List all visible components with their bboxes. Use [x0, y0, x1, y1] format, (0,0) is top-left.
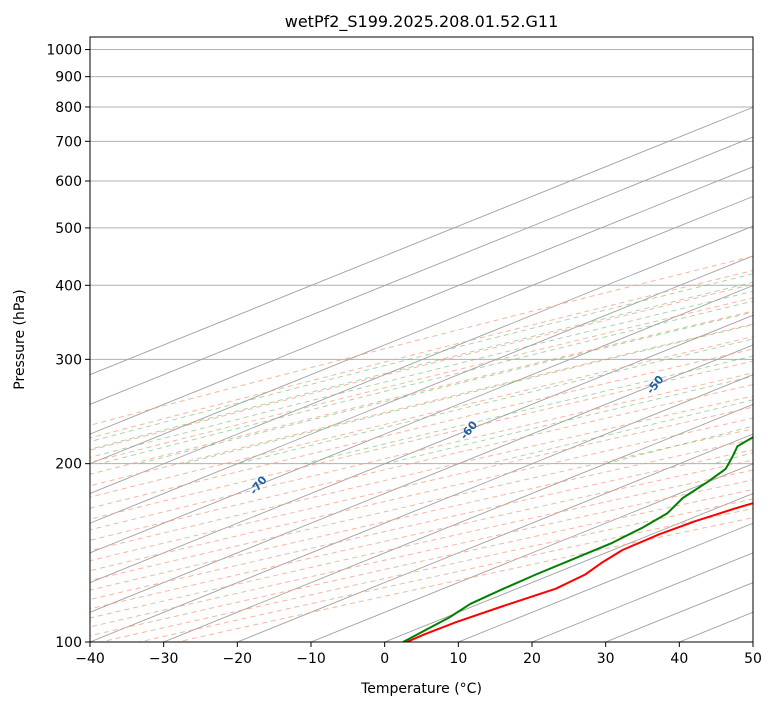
y-axis-label: Pressure (hPa)	[12, 289, 28, 389]
temperature-profile	[406, 502, 753, 642]
y-tick-label: 800	[55, 100, 82, 116]
y-tick-label: 300	[55, 352, 82, 368]
dry-adiabat	[90, 360, 753, 520]
moist-adiabat	[237, 338, 753, 465]
dry-adiabat	[90, 459, 753, 610]
x-tick-label: 50	[744, 651, 762, 667]
dry-adiabat	[138, 507, 753, 642]
dry-adiabat	[90, 297, 753, 463]
dry-adiabat	[90, 348, 753, 509]
isotherm-label: -60	[458, 418, 481, 442]
x-tick-label: 20	[523, 651, 541, 667]
dry-adiabat	[100, 498, 753, 642]
background-lines	[90, 49, 753, 642]
axis-ticks: −40 −30 −20 −10 0 10 20 30 40 50 1000 900 800 700 600 5…	[46, 43, 762, 667]
dry-adiabat	[90, 395, 753, 552]
dry-adiabat	[90, 372, 753, 531]
isotherm-gridline	[237, 433, 753, 642]
dry-adiabat	[90, 406, 753, 562]
isotherm-labels: 0.10.20.40.611.52346810131620253036-100-…	[35, 373, 667, 553]
isotherm-gridline	[90, 225, 753, 494]
dry-adiabat	[90, 336, 753, 498]
moist-adiabat	[713, 452, 753, 465]
dry-adiabat	[90, 449, 753, 601]
isotherm-gridline	[90, 255, 753, 524]
moist-adiabat	[90, 281, 753, 450]
y-tick-label: 400	[55, 278, 82, 294]
dry-adiabat	[90, 384, 753, 541]
isotherm-gridline	[384, 492, 753, 642]
isotherm-label: -50	[644, 373, 667, 397]
dry-adiabat	[90, 310, 753, 475]
moist-adiabat	[90, 273, 753, 443]
dry-adiabat	[90, 269, 753, 439]
x-tick-label: 30	[597, 651, 615, 667]
isotherm-gridline	[90, 136, 753, 405]
y-tick-label: 700	[55, 134, 82, 150]
dry-adiabat	[90, 417, 753, 572]
isotherm-gridline	[90, 314, 753, 584]
isotherm-gridline	[458, 522, 753, 642]
moist-adiabat	[99, 300, 753, 465]
isotherm-label: -70	[247, 473, 270, 497]
dry-adiabat	[177, 517, 753, 642]
isotherm-label: -80	[35, 529, 58, 553]
x-tick-label: 40	[670, 651, 688, 667]
y-tick-label: 600	[55, 174, 82, 190]
dry-adiabat	[90, 469, 753, 619]
isotherm-gridline	[90, 166, 753, 435]
isotherm-gridline	[90, 106, 753, 376]
x-axis-label: Temperature (°C)	[360, 681, 482, 697]
isotherm-gridline	[752, 641, 753, 642]
y-tick-label: 100	[55, 635, 82, 651]
sounding-profiles	[402, 435, 753, 642]
moist-adiabat	[90, 290, 753, 458]
isotherm-gridline	[90, 195, 753, 465]
moist-adiabat	[303, 355, 753, 465]
isotherm-gridline	[90, 374, 753, 642]
isotherm-gridline	[90, 285, 753, 554]
dry-adiabat	[90, 255, 753, 426]
isotherm-gridline	[90, 344, 753, 613]
moist-adiabat	[385, 375, 753, 465]
dry-adiabat	[90, 438, 753, 591]
moist-adiabat	[183, 324, 753, 465]
y-tick-label: 200	[55, 457, 82, 473]
moist-adiabat	[138, 311, 753, 465]
isotherm-gridline	[310, 463, 753, 642]
x-tick-label: −40	[75, 651, 105, 667]
x-tick-label: −10	[296, 651, 326, 667]
y-tick-label: 500	[55, 221, 82, 237]
x-tick-label: 10	[449, 651, 467, 667]
plot-frame	[89, 36, 754, 643]
dry-adiabat	[90, 428, 753, 581]
dewpoint-profile	[402, 435, 753, 642]
y-tick-label: 1000	[46, 43, 82, 59]
isotherm-gridline	[163, 403, 753, 642]
y-tick-label: 900	[55, 70, 82, 86]
x-tick-label: −30	[149, 651, 179, 667]
dry-adiabat	[90, 479, 753, 628]
dry-adiabat	[90, 323, 753, 487]
x-tick-label: 0	[380, 651, 389, 667]
dry-adiabat	[90, 283, 753, 451]
chart-title: wetPf2_S199.2025.208.01.52.G11	[285, 12, 559, 32]
moist-adiabat	[488, 399, 753, 465]
x-tick-label: −20	[223, 651, 253, 667]
